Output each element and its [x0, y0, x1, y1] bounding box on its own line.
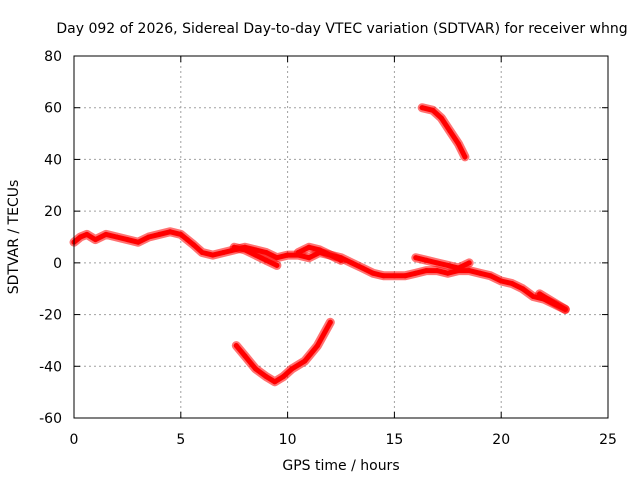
data-point — [295, 250, 301, 255]
data-point — [272, 379, 278, 385]
data-point — [221, 250, 226, 255]
series-line-lower-arc — [233, 319, 333, 385]
data-point — [462, 154, 468, 160]
data-point — [370, 270, 376, 276]
data-point — [156, 231, 162, 237]
data-point — [231, 244, 237, 250]
data-point — [434, 268, 440, 274]
data-point — [349, 260, 355, 266]
y-axis-label: SDTVAR / TECUs — [6, 180, 22, 295]
y-tick-label: -20 — [39, 308, 62, 324]
data-point — [178, 231, 184, 237]
data-point — [242, 353, 248, 359]
data-point — [302, 358, 308, 364]
data-point — [456, 265, 461, 271]
data-point — [191, 242, 197, 248]
x-tick-label: 25 — [599, 432, 617, 448]
data-point — [423, 268, 429, 274]
series-band-main-track — [69, 227, 570, 314]
data-point — [498, 278, 504, 284]
data-point — [391, 273, 397, 279]
axis-ticks: 0 5 10 15 20 25 -60 -40 -20 0 20 40 60 80 — [39, 49, 617, 448]
data-point — [327, 252, 333, 258]
data-point — [537, 291, 543, 297]
y-tick-label: 60 — [44, 101, 62, 117]
data-point — [315, 343, 320, 349]
data-point — [438, 115, 444, 121]
data-point — [413, 270, 419, 276]
data-point — [184, 237, 190, 243]
data-point — [124, 237, 130, 243]
data-point — [103, 231, 109, 237]
data-point — [146, 234, 152, 240]
y-tick-label: -60 — [39, 411, 62, 427]
data-point — [381, 273, 387, 279]
series-layer — [69, 103, 570, 387]
data-point — [445, 262, 451, 268]
data-point — [477, 270, 483, 276]
data-point — [289, 366, 295, 372]
y-tick-label: 20 — [44, 204, 62, 220]
data-point — [253, 252, 259, 258]
data-point — [263, 257, 269, 263]
data-point — [135, 239, 141, 245]
data-point — [488, 273, 493, 279]
data-point — [413, 255, 419, 261]
data-point — [338, 257, 344, 263]
data-point — [562, 306, 568, 312]
data-point — [317, 247, 323, 253]
data-point — [466, 260, 472, 266]
y-tick-label: 0 — [53, 256, 62, 272]
data-point — [84, 231, 90, 237]
chart-title: Day 092 of 2026, Sidereal Day-to-day VTE… — [56, 21, 627, 37]
data-point — [434, 260, 440, 266]
data-point — [509, 281, 515, 286]
data-point — [210, 252, 216, 258]
x-tick-label: 0 — [70, 432, 79, 448]
x-tick-label: 20 — [492, 432, 510, 448]
x-axis-label: GPS time / hours — [282, 458, 399, 474]
data-point — [263, 250, 269, 255]
data-point — [445, 270, 451, 276]
data-point — [554, 301, 560, 307]
data-point — [402, 273, 408, 279]
plot-frame — [73, 55, 609, 419]
data-point — [327, 319, 333, 325]
data-point — [285, 252, 291, 258]
x-tick-label: 5 — [176, 432, 185, 448]
series-band-lower-arc — [231, 317, 335, 387]
data-point — [466, 268, 472, 274]
data-point — [114, 234, 120, 240]
data-point — [199, 250, 205, 255]
data-point — [430, 107, 436, 113]
y-tick-label: 40 — [44, 152, 62, 168]
data-point — [359, 265, 365, 271]
data-point — [77, 234, 83, 240]
series-line-main-track — [71, 229, 568, 312]
data-point — [306, 244, 312, 250]
data-point — [242, 247, 248, 253]
data-point — [306, 255, 312, 261]
x-tick-label: 10 — [279, 432, 297, 448]
data-point — [274, 262, 280, 268]
data-point — [92, 237, 98, 243]
data-point — [167, 229, 173, 235]
x-tick-label: 15 — [385, 432, 403, 448]
data-point — [423, 257, 429, 263]
data-point — [520, 286, 526, 292]
data-point — [447, 128, 453, 134]
data-point — [419, 105, 425, 111]
data-point — [233, 343, 239, 349]
series-line-end-segment — [537, 291, 568, 312]
y-tick-label: -40 — [39, 359, 62, 375]
data-point — [253, 366, 259, 372]
data-point — [274, 255, 280, 261]
data-point — [545, 296, 551, 302]
data-point — [263, 374, 269, 380]
data-point — [280, 374, 286, 380]
y-tick-label: 80 — [44, 49, 62, 65]
data-point — [530, 294, 536, 299]
data-point — [456, 141, 461, 147]
